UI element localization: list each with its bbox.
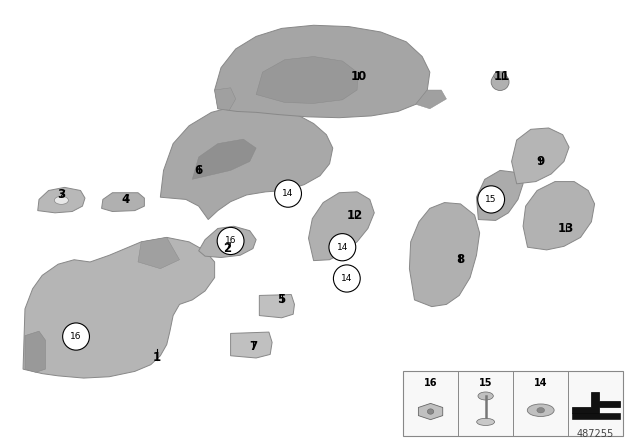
Text: 15: 15 — [485, 195, 497, 204]
Polygon shape — [230, 332, 272, 358]
Text: 14: 14 — [534, 378, 547, 388]
Polygon shape — [256, 56, 358, 103]
Text: 2: 2 — [223, 242, 232, 255]
Ellipse shape — [329, 233, 356, 261]
Ellipse shape — [333, 265, 360, 292]
Ellipse shape — [491, 73, 509, 90]
Text: 13: 13 — [557, 222, 574, 235]
Bar — [572, 413, 620, 419]
Text: 14: 14 — [337, 243, 348, 252]
Polygon shape — [476, 170, 523, 220]
Ellipse shape — [63, 323, 90, 350]
Ellipse shape — [428, 409, 434, 414]
Polygon shape — [38, 187, 85, 213]
Circle shape — [537, 408, 545, 413]
Polygon shape — [138, 237, 179, 269]
Ellipse shape — [478, 392, 493, 400]
Polygon shape — [161, 106, 333, 220]
Text: 12: 12 — [347, 209, 364, 222]
Text: 16: 16 — [424, 378, 437, 388]
Polygon shape — [102, 193, 145, 211]
Polygon shape — [198, 226, 256, 258]
Text: 4: 4 — [121, 193, 129, 206]
Polygon shape — [25, 331, 45, 372]
Text: 16: 16 — [225, 237, 236, 246]
Ellipse shape — [477, 418, 495, 426]
Text: 3: 3 — [58, 189, 65, 202]
Polygon shape — [572, 392, 620, 413]
Text: 6: 6 — [195, 164, 203, 177]
Text: 487255: 487255 — [577, 429, 614, 439]
Text: 14: 14 — [341, 274, 353, 283]
Ellipse shape — [217, 228, 244, 254]
Text: 5: 5 — [278, 293, 286, 306]
Text: 14: 14 — [282, 189, 294, 198]
Ellipse shape — [493, 72, 506, 80]
Text: 9: 9 — [536, 155, 545, 168]
Polygon shape — [259, 295, 294, 318]
Polygon shape — [523, 181, 595, 250]
Polygon shape — [410, 202, 479, 306]
Ellipse shape — [275, 180, 301, 207]
Polygon shape — [214, 88, 236, 110]
Text: 10: 10 — [350, 70, 367, 83]
Polygon shape — [419, 403, 443, 420]
Polygon shape — [214, 25, 430, 118]
Text: 15: 15 — [479, 378, 492, 388]
Ellipse shape — [527, 404, 554, 417]
Polygon shape — [308, 192, 374, 261]
Ellipse shape — [54, 196, 68, 204]
Text: 7: 7 — [249, 340, 257, 353]
Bar — [403, 371, 623, 436]
Text: 11: 11 — [494, 70, 510, 83]
Polygon shape — [23, 237, 214, 378]
Text: 16: 16 — [70, 332, 82, 341]
Text: 8: 8 — [456, 253, 465, 266]
Polygon shape — [511, 128, 569, 184]
Ellipse shape — [477, 186, 504, 213]
Polygon shape — [416, 90, 447, 109]
Polygon shape — [192, 139, 256, 179]
Text: 1: 1 — [153, 352, 161, 365]
